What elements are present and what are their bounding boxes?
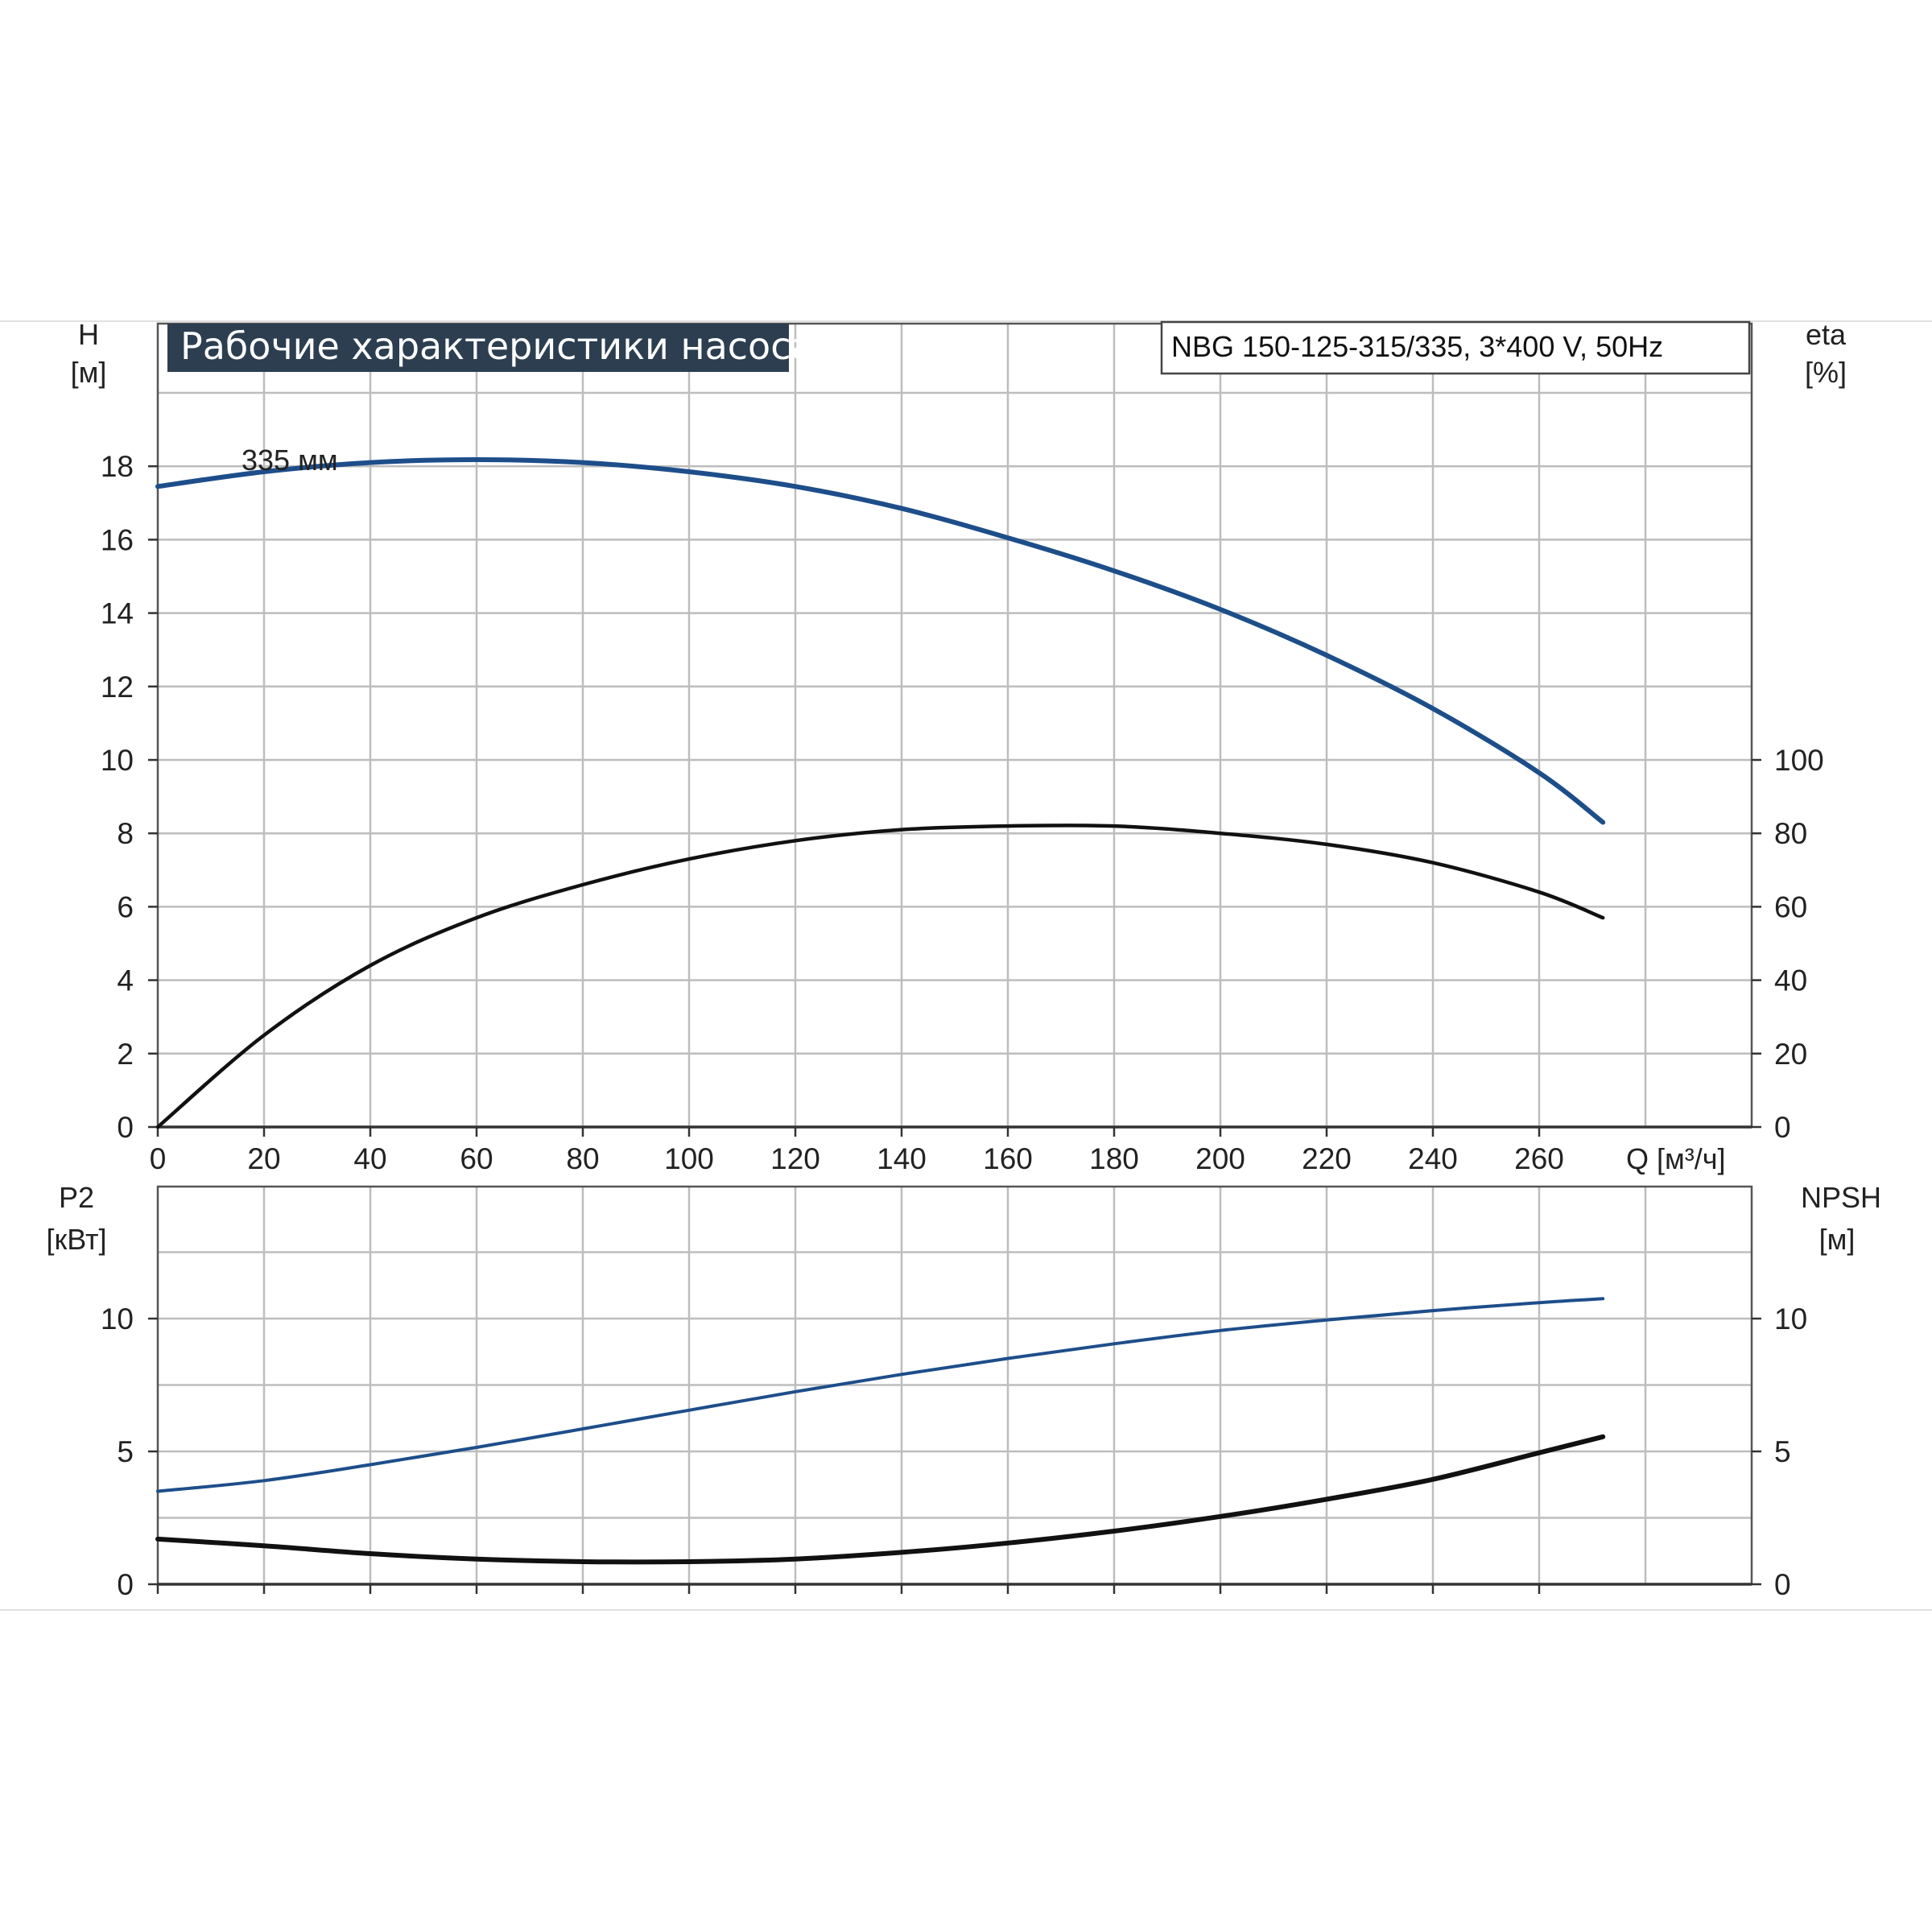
eta-tick-label: 40 bbox=[1774, 964, 1807, 997]
eta-tick-label: 20 bbox=[1774, 1038, 1807, 1071]
head-axis-unit: [м] bbox=[71, 356, 107, 389]
p2-tick-label: 5 bbox=[117, 1435, 134, 1468]
h-tick-label: 8 bbox=[117, 817, 134, 850]
x-tick-label: 40 bbox=[353, 1142, 386, 1175]
power-curve bbox=[156, 1297, 1605, 1493]
eta-tick-label: 60 bbox=[1774, 890, 1807, 923]
p2-axis-unit: [кВт] bbox=[46, 1223, 106, 1256]
model-box: NBG 150-125-315/335, 3*400 V, 50Hz bbox=[1160, 320, 1751, 375]
h-tick-label: 18 bbox=[101, 450, 134, 483]
npsh-curve bbox=[155, 1434, 1606, 1565]
h-tick-label: 4 bbox=[117, 964, 134, 997]
title-box: Рабочие характеристики насоса bbox=[167, 324, 814, 372]
npsh-axis-title: NPSH bbox=[1801, 1181, 1881, 1214]
x-tick-label: 100 bbox=[664, 1142, 714, 1175]
npsh-tick-label: 0 bbox=[1774, 1568, 1791, 1601]
eta-axis-title: eta bbox=[1806, 318, 1847, 351]
page-separators bbox=[0, 320, 1932, 1611]
impeller-diameter-label: 335 мм bbox=[242, 444, 338, 477]
eta-tick-label: 0 bbox=[1774, 1111, 1791, 1144]
h-tick-label: 12 bbox=[101, 671, 134, 704]
h-tick-label: 10 bbox=[101, 744, 134, 777]
eta-axis-unit: [%] bbox=[1805, 356, 1847, 389]
model-label: NBG 150-125-315/335, 3*400 V, 50Hz bbox=[1171, 330, 1663, 363]
x-tick-label: 60 bbox=[460, 1142, 493, 1175]
x-tick-label: 180 bbox=[1089, 1142, 1139, 1175]
grid-lines bbox=[158, 324, 1752, 1584]
x-tick-label: 160 bbox=[983, 1142, 1033, 1175]
x-tick-label: 20 bbox=[247, 1142, 280, 1175]
head-axis-title: H bbox=[78, 318, 99, 351]
curves bbox=[155, 456, 1606, 1565]
eta-tick-label: 100 bbox=[1774, 744, 1824, 777]
h-tick-label: 16 bbox=[101, 523, 134, 556]
h-tick-label: 0 bbox=[117, 1111, 134, 1144]
x-tick-label: 0 bbox=[150, 1142, 167, 1175]
x-tick-label: 200 bbox=[1195, 1142, 1245, 1175]
model-frame bbox=[1160, 320, 1751, 375]
npsh-tick-label: 5 bbox=[1774, 1435, 1791, 1468]
x-tick-label: 260 bbox=[1514, 1142, 1564, 1175]
h-tick-label: 6 bbox=[117, 890, 134, 923]
q-axis-title: Q [м³/ч] bbox=[1626, 1142, 1726, 1175]
h-tick-label: 14 bbox=[101, 597, 134, 630]
plot-frames bbox=[156, 322, 1753, 1586]
chart-title: Рабочие характеристики насоса bbox=[180, 324, 814, 368]
npsh-axis-unit: [м] bbox=[1819, 1223, 1856, 1256]
p2-tick-label: 10 bbox=[101, 1302, 134, 1335]
title-background bbox=[167, 324, 789, 372]
head-curve bbox=[155, 456, 1606, 825]
x-tick-label: 140 bbox=[877, 1142, 927, 1175]
x-tick-label: 120 bbox=[770, 1142, 820, 1175]
p2-axis-title: P2 bbox=[59, 1181, 94, 1214]
p2-tick-label: 0 bbox=[117, 1568, 134, 1601]
tick-labels: 0 20 40 60 80 100 120 140 160 180 200 220 240 2600246… bbox=[101, 450, 1824, 1601]
x-tick-label: 220 bbox=[1302, 1142, 1352, 1175]
npsh-tick-label: 10 bbox=[1774, 1302, 1807, 1335]
x-tick-label: 240 bbox=[1408, 1142, 1458, 1175]
eta-tick-label: 80 bbox=[1774, 817, 1807, 850]
h-tick-label: 2 bbox=[117, 1038, 134, 1071]
top-plot-frame bbox=[156, 322, 1753, 1129]
x-tick-label: 80 bbox=[566, 1142, 599, 1175]
efficiency-curve bbox=[155, 823, 1605, 1129]
